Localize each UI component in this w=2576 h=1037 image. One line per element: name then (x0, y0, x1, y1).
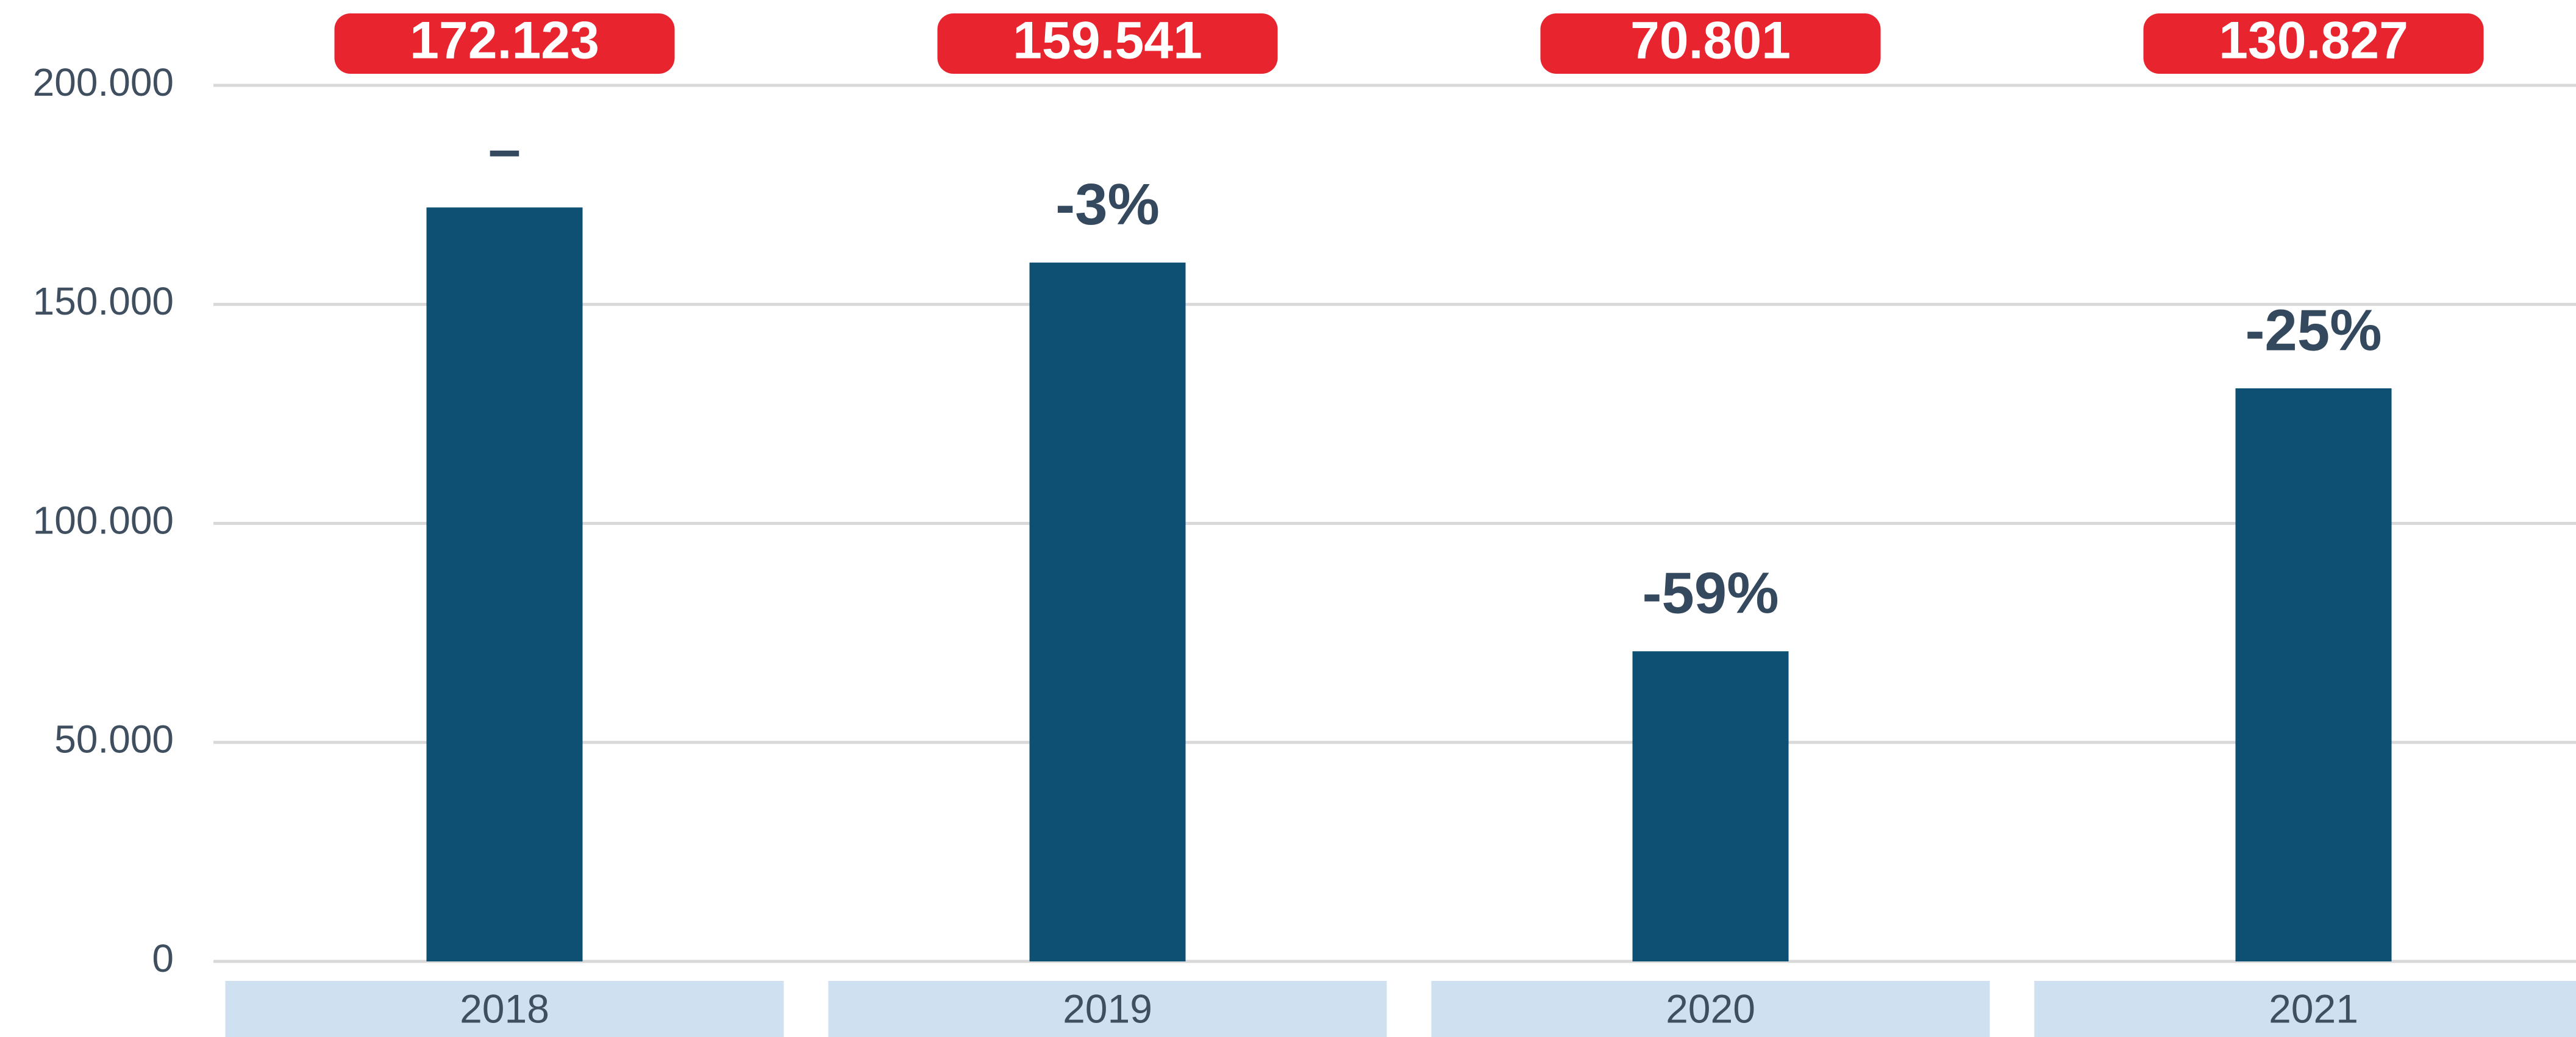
category-box (225, 981, 784, 1037)
y-tick-label: 200.000 (33, 60, 174, 104)
bar (1029, 262, 1186, 962)
bar (2235, 388, 2392, 961)
x-tick-label: 2019 (1063, 986, 1152, 1031)
y-tick-label: 150.000 (33, 279, 174, 323)
category-box (1431, 981, 1990, 1037)
change-label: -25% (2245, 298, 2382, 363)
value-label: 172.123 (410, 12, 599, 70)
x-tick-label: 2018 (460, 986, 549, 1031)
value-badge (334, 13, 675, 74)
value-badge (2143, 13, 2484, 74)
value-label: 159.541 (1013, 12, 1202, 70)
y-tick-label: 100.000 (33, 498, 174, 542)
category-box (2034, 981, 2576, 1037)
value-badge (1540, 13, 1881, 74)
category-box (828, 981, 1387, 1037)
bar (1632, 651, 1789, 961)
change-label: – (488, 117, 521, 182)
value-label: 130.827 (2219, 12, 2408, 70)
y-tick-label: 50.000 (54, 718, 174, 761)
bar (426, 207, 583, 961)
value-badge (937, 13, 1278, 74)
x-tick-label: 2020 (1666, 986, 1755, 1031)
change-label: -59% (1642, 561, 1779, 626)
x-tick-label: 2021 (2269, 986, 2358, 1031)
change-label: -3% (1055, 172, 1160, 237)
value-label: 70.801 (1630, 12, 1791, 70)
y-tick-label: 0 (152, 936, 174, 980)
